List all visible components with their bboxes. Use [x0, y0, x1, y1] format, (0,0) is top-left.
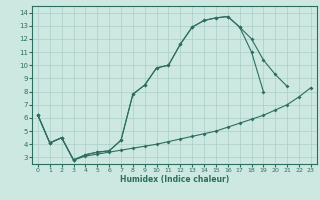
X-axis label: Humidex (Indice chaleur): Humidex (Indice chaleur)	[120, 175, 229, 184]
